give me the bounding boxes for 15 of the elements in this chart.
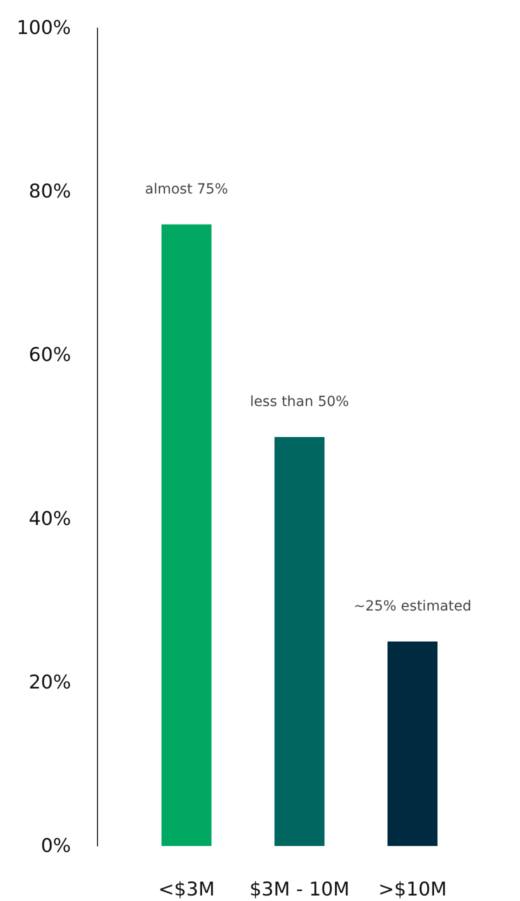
annotation: almost 75% bbox=[144, 181, 228, 198]
y-tick-label: 0% bbox=[40, 835, 71, 857]
bar bbox=[162, 224, 212, 846]
y-tick-label: 20% bbox=[28, 671, 71, 694]
x-tick-label: $3M - 10M bbox=[249, 878, 350, 900]
bar bbox=[388, 642, 438, 846]
y-tick-label: 60% bbox=[28, 344, 71, 366]
bar bbox=[274, 437, 324, 846]
x-tick-label: <$3M bbox=[158, 878, 215, 900]
annotation: ~25% estimated bbox=[354, 598, 472, 614]
y-tick-label: 40% bbox=[28, 508, 71, 530]
y-tick-label: 80% bbox=[28, 180, 71, 203]
y-tick-label: 100% bbox=[16, 17, 71, 39]
x-tick-label: >$10M bbox=[378, 878, 447, 900]
annotation: less than 50% bbox=[250, 394, 349, 410]
